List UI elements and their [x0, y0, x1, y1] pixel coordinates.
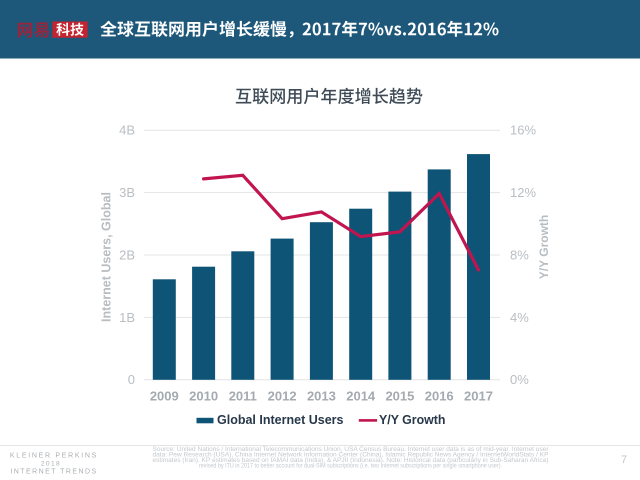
svg-text:2015: 2015: [385, 389, 414, 404]
svg-text:2018: 2018: [41, 460, 61, 467]
svg-text:Global Internet Users: Global Internet Users: [217, 412, 344, 427]
svg-text:2011: 2011: [229, 389, 257, 404]
svg-text:Source: United Nations / Inter: Source: United Nations / International T…: [153, 446, 549, 453]
svg-text:16%: 16%: [510, 123, 536, 138]
svg-text:2012: 2012: [268, 389, 297, 404]
svg-text:Y/Y Growth: Y/Y Growth: [537, 215, 551, 279]
svg-text:KLEINER PERKINS: KLEINER PERKINS: [10, 452, 98, 459]
svg-text:data: Pew Research (USA), Chin: data: Pew Research (USA), China Internet…: [153, 452, 549, 459]
svg-text:revised by ITU in 2017 to bett: revised by ITU in 2017 to better account…: [199, 463, 502, 470]
svg-text:1B: 1B: [119, 310, 135, 325]
svg-text:12%: 12%: [510, 185, 536, 200]
svg-text:2017: 2017: [464, 389, 493, 404]
svg-text:2010: 2010: [189, 389, 218, 404]
svg-text:2009: 2009: [150, 389, 179, 404]
svg-text:8%: 8%: [510, 247, 529, 262]
svg-text:4%: 4%: [510, 310, 529, 325]
svg-text:0%: 0%: [510, 372, 529, 387]
svg-text:estimates (Iran). KP estimates: estimates (Iran). KP estimates based on …: [153, 457, 549, 464]
svg-text:2016: 2016: [425, 389, 454, 404]
svg-text:3B: 3B: [119, 185, 135, 200]
svg-text:7: 7: [621, 454, 627, 466]
svg-text:2013: 2013: [307, 389, 336, 404]
svg-text:2B: 2B: [119, 247, 135, 262]
svg-text:Y/Y Growth: Y/Y Growth: [379, 412, 446, 427]
svg-text:0: 0: [128, 372, 135, 387]
svg-text:2014: 2014: [346, 389, 376, 404]
svg-text:INTERNET TRENDS: INTERNET TRENDS: [10, 468, 97, 475]
svg-text:4B: 4B: [119, 123, 135, 138]
svg-text:Internet Users, Global: Internet Users, Global: [100, 192, 114, 322]
